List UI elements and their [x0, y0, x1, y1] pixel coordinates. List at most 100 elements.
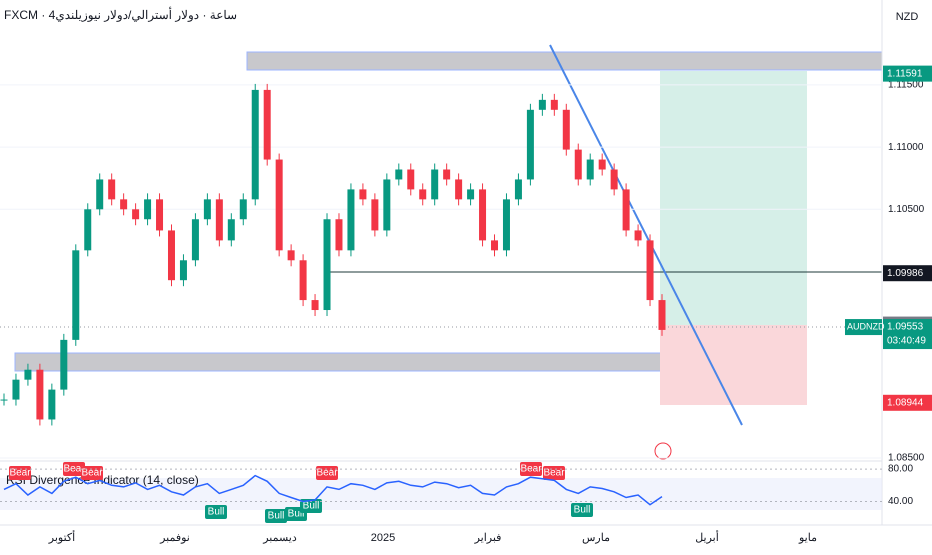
- candle: [191, 219, 199, 261]
- candle: [598, 159, 606, 170]
- candle: [36, 369, 44, 420]
- candle: [96, 179, 104, 210]
- alert-icon[interactable]: [654, 442, 672, 460]
- symbol-tag: [845, 319, 882, 336]
- signal-label: Bull: [303, 501, 320, 512]
- candle: [443, 169, 451, 180]
- x-tick-label: 2025: [371, 532, 395, 544]
- signal-tag: [571, 503, 593, 517]
- signal-tag: [265, 509, 287, 523]
- candle: [491, 240, 499, 251]
- candle: [431, 169, 439, 200]
- candle: [227, 219, 235, 241]
- chart-title: FXCM · 4ساعة · دولار أسترالي/دولار نيوزي…: [4, 7, 237, 22]
- candle: [574, 149, 582, 180]
- target-box: [660, 71, 807, 325]
- rsi-tick-label: 40.00: [888, 496, 913, 507]
- signal-tag: [63, 462, 85, 476]
- signal-label: Bear: [543, 468, 565, 479]
- last-price-tag: [883, 319, 932, 350]
- candle: [395, 169, 403, 180]
- currency[interactable]: NZD: [896, 11, 919, 23]
- candle: [179, 260, 187, 281]
- signal-label: Bull: [574, 505, 591, 516]
- candle: [419, 189, 427, 200]
- candle: [407, 169, 415, 190]
- candle: [0, 399, 8, 401]
- candle: [335, 219, 343, 251]
- trend-line: [549, 44, 743, 426]
- x-tick-label: أكتوبر: [48, 530, 75, 544]
- candle: [383, 179, 391, 231]
- signal-label: Bear: [81, 468, 103, 479]
- candle: [586, 159, 594, 180]
- x-tick-label: نوفمبر: [159, 532, 190, 544]
- y-tick-label: 1.08500: [888, 453, 925, 464]
- signal-label: Bull: [288, 509, 305, 520]
- candle: [658, 300, 666, 330]
- candle: [287, 250, 295, 261]
- candle: [347, 189, 355, 251]
- x-tick-label: أبريل: [695, 530, 719, 544]
- signal-label: Bull: [208, 507, 225, 518]
- candle: [467, 189, 475, 200]
- candle: [502, 199, 510, 251]
- candle: [12, 379, 20, 400]
- price-tag-label: 1.09986: [887, 268, 924, 279]
- candle: [371, 199, 379, 231]
- candle: [646, 240, 654, 301]
- candle: [359, 189, 367, 200]
- candle: [479, 189, 487, 241]
- candle: [299, 260, 307, 301]
- candle: [120, 199, 128, 210]
- candle: [514, 179, 522, 200]
- candle: [610, 169, 618, 190]
- candle: [634, 230, 642, 241]
- candle: [132, 209, 140, 220]
- signal-tag: [300, 499, 322, 513]
- symbol-label: AUDNZD: [847, 321, 885, 331]
- candle: [263, 89, 271, 160]
- x-tick-label: مايو: [798, 532, 817, 544]
- y-tick-label: 1.11500: [888, 80, 924, 91]
- last-price-label: 1.09553: [887, 322, 924, 333]
- price-tag-label: 1.08944: [887, 397, 924, 408]
- signal-label: Bear: [9, 468, 31, 479]
- candle: [550, 99, 558, 110]
- candle: [538, 99, 546, 110]
- candle: [526, 109, 534, 180]
- x-tick-label: فبراير: [474, 532, 502, 544]
- price-tag: [883, 65, 932, 82]
- signal-tag: [543, 466, 565, 480]
- signal-label: Bear: [63, 464, 85, 475]
- rsi-line: [3, 474, 663, 506]
- candle: [562, 109, 570, 150]
- candle: [622, 189, 630, 231]
- indicator-title: RSI Divergence Indicator (14, close): [6, 473, 199, 487]
- candle: [108, 179, 116, 200]
- candle: [239, 199, 247, 220]
- supply-zone: [246, 51, 883, 71]
- signal-label: Bull: [268, 511, 285, 522]
- candle: [215, 199, 223, 241]
- x-tick-label: مارس: [582, 532, 610, 544]
- y-tick-label: 1.10500: [888, 204, 925, 215]
- candle: [24, 369, 32, 380]
- candle: [167, 230, 175, 281]
- candle: [455, 179, 463, 200]
- price-tag-label: 1.11591: [887, 68, 923, 79]
- candle: [275, 159, 283, 251]
- candle: [60, 339, 68, 390]
- signal-tag: [205, 505, 227, 519]
- candle: [156, 199, 164, 231]
- price-tag: [883, 394, 932, 411]
- candle: [48, 389, 56, 420]
- candle: [84, 209, 92, 251]
- rsi-tick-label: 80.00: [888, 464, 913, 475]
- x-tick-label: ديسمبر: [262, 532, 297, 544]
- signal-label: Bear: [316, 468, 338, 479]
- stop-box: [660, 325, 807, 405]
- y-tick-label: 1.11000: [888, 142, 924, 153]
- candle: [72, 250, 80, 340]
